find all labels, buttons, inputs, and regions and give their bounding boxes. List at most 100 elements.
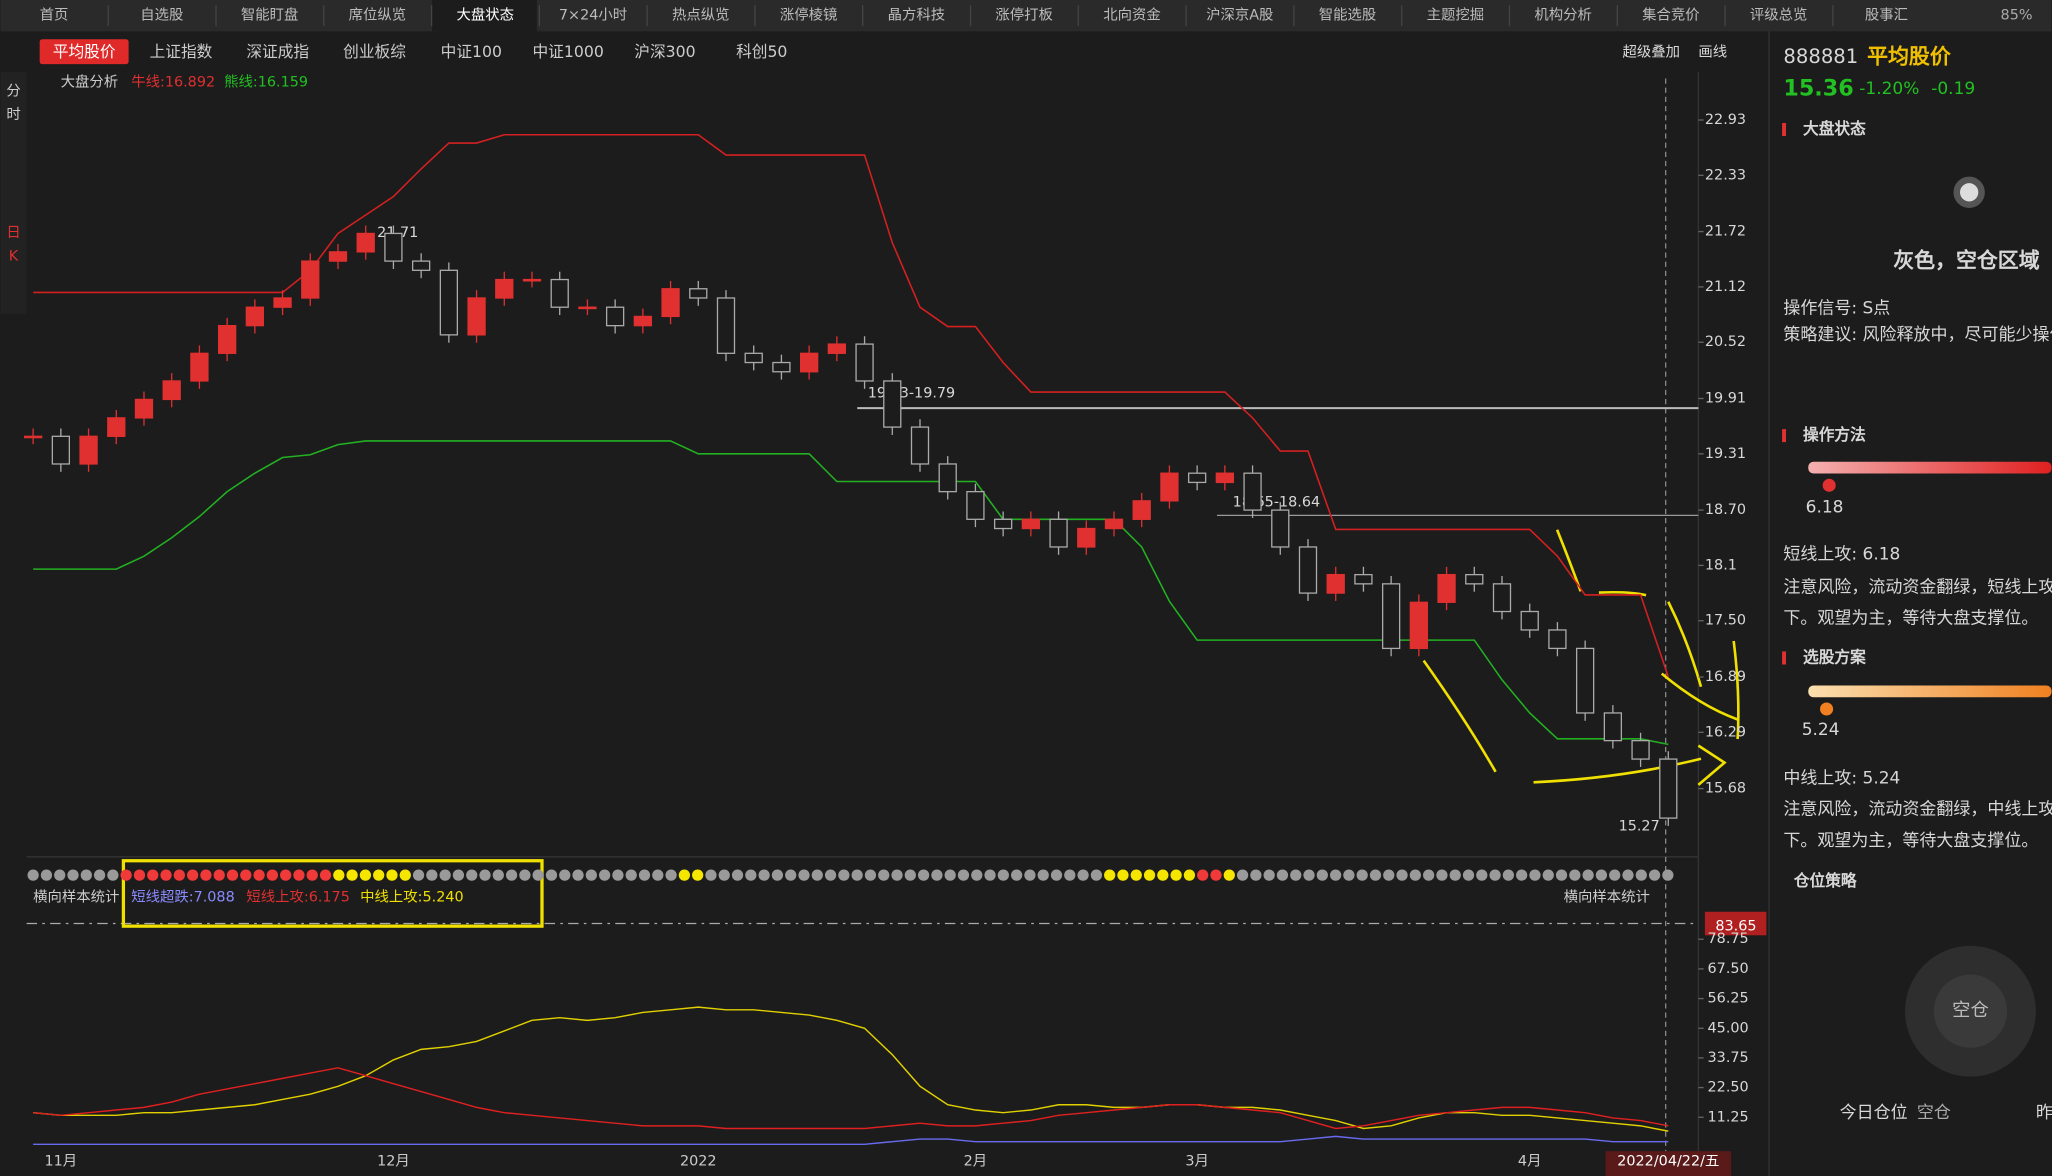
- tab[interactable]: 7×24小时: [559, 7, 627, 24]
- tab[interactable]: 智能盯盘: [241, 6, 298, 24]
- state-dot: [864, 869, 877, 881]
- position-badge: 空仓: [1952, 1000, 1989, 1021]
- state-dot: [519, 869, 531, 881]
- tab[interactable]: 大盘状态: [456, 6, 514, 24]
- candle: [328, 251, 348, 262]
- tab[interactable]: 股事汇: [1865, 7, 1908, 24]
- index-tab[interactable]: 深证成指: [246, 42, 309, 61]
- candle: [993, 518, 1013, 530]
- index-tab[interactable]: 中证100: [441, 42, 502, 61]
- indicator-line: [33, 1006, 1669, 1132]
- index-tab[interactable]: 科创50: [736, 42, 787, 61]
- candle: [79, 435, 98, 465]
- tab[interactable]: 集合竞价: [1642, 6, 1699, 24]
- tab[interactable]: 沪深京A股: [1206, 7, 1273, 24]
- tab[interactable]: 晶方科技: [888, 7, 945, 24]
- state-dot: [1197, 869, 1209, 881]
- state-dot: [306, 869, 318, 881]
- period-label[interactable]: 分: [6, 83, 20, 100]
- period-label[interactable]: K: [9, 248, 19, 264]
- x-tick-label: 12月: [377, 1154, 410, 1170]
- candle: [1271, 509, 1290, 548]
- tab[interactable]: 北向资金: [1103, 7, 1161, 24]
- candle: [301, 260, 320, 299]
- tool[interactable]: 画线: [1698, 43, 1727, 60]
- state-dot: [891, 869, 903, 881]
- state-dot: [599, 869, 611, 881]
- state-dot: [399, 869, 411, 881]
- candle: [1465, 573, 1484, 585]
- candle: [605, 306, 625, 327]
- candle: [1104, 518, 1124, 530]
- stock-code: 888881: [1783, 45, 1858, 68]
- state-dot: [67, 869, 79, 881]
- tab[interactable]: 涨停棱镜: [780, 6, 837, 24]
- tab[interactable]: 自选股: [140, 7, 183, 24]
- change: -0.19: [1931, 79, 1975, 99]
- section-title: 操作方法: [1803, 425, 1866, 444]
- yesterday-label: 昨: [2036, 1103, 2052, 1123]
- state-dot: [811, 869, 823, 881]
- candle: [411, 260, 431, 271]
- stock-name: 平均股价: [1867, 45, 1951, 69]
- x-tick-label: 4月: [1518, 1154, 1542, 1170]
- index-tab[interactable]: 平均股价: [53, 42, 116, 61]
- state-dot: [1502, 869, 1515, 881]
- y-tick-label: 11.25: [1708, 1109, 1749, 1125]
- candle: [1659, 758, 1678, 819]
- state-dot: [1529, 869, 1541, 881]
- state-dot: [1210, 869, 1222, 881]
- candle: [883, 380, 902, 428]
- x-tick-label: 2022/04/22/五: [1617, 1154, 1719, 1170]
- state-dot: [838, 869, 850, 881]
- tab[interactable]: 机构分析: [1534, 7, 1592, 24]
- index-tab[interactable]: 沪深300: [634, 42, 695, 61]
- state-dot: [1130, 869, 1142, 881]
- state-dot: [1462, 869, 1475, 881]
- state-dot: [585, 869, 597, 881]
- state-dot: [1516, 869, 1528, 881]
- state-dot: [665, 869, 677, 881]
- state-dot: [705, 869, 717, 881]
- state-dot: [186, 869, 199, 881]
- state-dot: [1369, 869, 1382, 881]
- tab[interactable]: 热点纵览: [672, 7, 730, 24]
- state-dot: [572, 869, 584, 881]
- tab[interactable]: 主题挖掘: [1427, 7, 1484, 24]
- state-dot: [1476, 869, 1488, 881]
- tab[interactable]: 智能选股: [1319, 7, 1377, 24]
- period-column: [0, 71, 27, 314]
- state-dot: [917, 869, 930, 881]
- candle: [799, 352, 819, 373]
- state-dot: [785, 869, 797, 881]
- y-tick-label: 22.50: [1708, 1080, 1749, 1096]
- state-dot: [293, 869, 305, 881]
- state-dot: [1303, 869, 1315, 881]
- y-tick-label: 21.72: [1705, 224, 1746, 240]
- tool[interactable]: 超级叠加: [1623, 43, 1680, 60]
- state-dot: [1143, 869, 1156, 881]
- state-dot: [1263, 869, 1275, 881]
- candle: [51, 435, 71, 465]
- tab[interactable]: 涨停打板: [995, 6, 1052, 24]
- zoom[interactable]: 85%: [2001, 8, 2033, 24]
- state-dot: [678, 869, 690, 881]
- state-dot: [107, 869, 119, 881]
- today-value: 空仓: [1917, 1103, 1951, 1123]
- index-tab[interactable]: 上证指数: [150, 42, 213, 61]
- index-tab[interactable]: 创业板综: [343, 42, 406, 61]
- tab[interactable]: 评级总览: [1750, 7, 1807, 24]
- tab[interactable]: 席位纵览: [349, 7, 407, 24]
- period-label[interactable]: 日: [6, 225, 20, 241]
- period-label[interactable]: 时: [6, 106, 20, 123]
- tab[interactable]: 首页: [40, 7, 69, 24]
- candle: [1354, 573, 1373, 585]
- pick-text: 下。观望为主，等待大盘支撑位。: [1783, 831, 2038, 851]
- index-tab[interactable]: 中证1000: [533, 42, 604, 61]
- state-dot: [652, 869, 664, 881]
- state-dot: [386, 869, 398, 881]
- method-text: 下。观望为主，等待大盘支撑位。: [1783, 609, 2038, 629]
- candle: [1437, 573, 1456, 603]
